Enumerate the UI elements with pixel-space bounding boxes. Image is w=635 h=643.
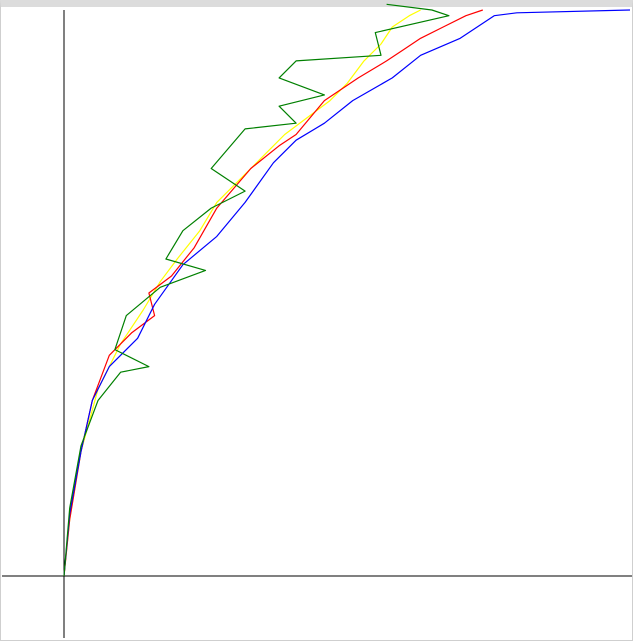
series-line-3 bbox=[63, 9, 631, 577]
series-line-4 bbox=[63, 3, 450, 577]
series-line-1 bbox=[63, 9, 421, 577]
series-layer bbox=[63, 3, 631, 577]
series-line-2 bbox=[63, 9, 483, 577]
